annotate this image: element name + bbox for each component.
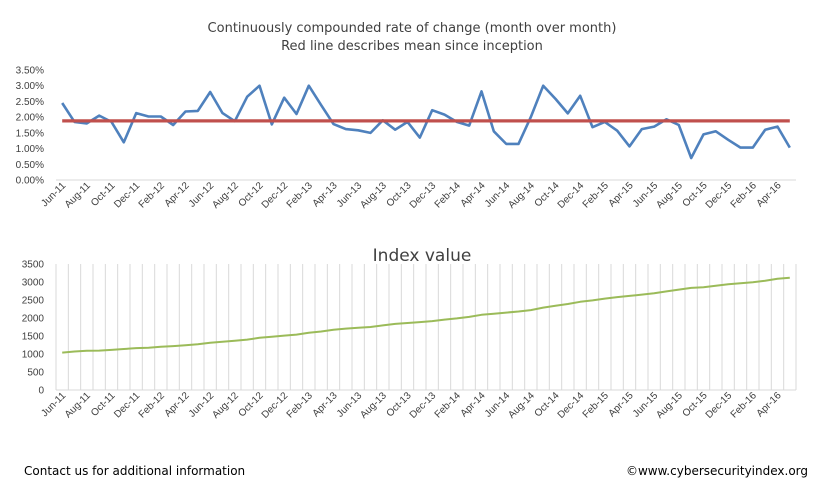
x-tick-label: Apr-13 (311, 180, 340, 209)
x-tick-label: Apr-15 (607, 180, 636, 209)
rate-chart-x-axis: Jun-11Aug-11Oct-11Dec-11Feb-12Apr-12Jun-… (39, 180, 784, 211)
x-tick-label: Feb-13 (285, 390, 315, 420)
y-tick-label: 2.50% (16, 97, 44, 108)
y-tick-label: 0 (38, 386, 44, 397)
x-tick-label: Feb-15 (581, 180, 611, 210)
y-tick-label: 2.00% (16, 113, 44, 124)
x-tick-label: Aug-11 (63, 390, 93, 420)
contact-note: Contact us for additional information (24, 464, 246, 478)
y-tick-label: 0.00% (16, 176, 44, 187)
y-tick-label: 1500 (22, 332, 45, 343)
x-tick-label: Dec-13 (408, 390, 439, 421)
x-tick-label: Feb-12 (137, 180, 167, 210)
index-chart: Index value 0 500 1000 1500 2000 2500 3000 3500… (22, 246, 797, 421)
rate-chart-series (61, 84, 791, 160)
x-tick-label: Aug-13 (358, 180, 389, 211)
x-tick-label: Apr-13 (311, 390, 340, 419)
x-tick-label: Feb-14 (433, 180, 463, 210)
y-tick-label: 0.50% (16, 160, 44, 171)
series-line-1 (62, 276, 790, 354)
x-tick-label: Apr-15 (607, 390, 636, 419)
copyright-notice: ©www.cybersecurityindex.org (625, 464, 808, 478)
rate-chart-y-axis: 0.00% 0.50% 1.00% 1.50% 2.00% 2.50% 3.00% 3.50% (16, 66, 44, 187)
x-tick-label: Dec-15 (704, 180, 735, 211)
index-chart-title: Index value (373, 246, 472, 266)
x-tick-label: Dec-15 (704, 390, 735, 421)
x-tick-label: Dec-11 (112, 180, 142, 210)
x-tick-label: Feb-12 (137, 390, 167, 420)
x-tick-label: Aug-14 (506, 180, 537, 211)
x-tick-label: Dec-14 (556, 390, 587, 421)
x-tick-label: Aug-12 (210, 180, 241, 211)
x-tick-label: Apr-16 (755, 390, 784, 419)
x-tick-label: Feb-15 (581, 390, 611, 420)
y-tick-label: 2000 (22, 314, 45, 325)
x-tick-label: Dec-14 (556, 180, 587, 211)
y-tick-label: 2500 (22, 296, 45, 307)
index-chart-gridlines (55, 264, 797, 390)
x-tick-label: Aug-13 (358, 390, 389, 421)
y-tick-label: 1.00% (16, 144, 44, 155)
y-tick-label: 1.50% (16, 128, 44, 139)
x-tick-label: Apr-12 (163, 390, 192, 419)
x-tick-label: Aug-15 (654, 180, 685, 211)
x-tick-label: Aug-12 (210, 390, 241, 421)
x-tick-label: Aug-14 (506, 390, 537, 421)
rate-chart: Continuously compounded rate of change (… (16, 21, 796, 211)
y-tick-label: 1000 (22, 350, 45, 361)
index-chart-y-axis: 0 500 1000 1500 2000 2500 3000 3500 (22, 260, 45, 397)
rate-chart-subtitle: Red line describes mean since inception (281, 39, 543, 54)
y-tick-label: 3.00% (16, 81, 44, 92)
y-tick-label: 500 (27, 368, 44, 379)
index-chart-x-axis: Jun-11Aug-11Oct-11Dec-11Feb-12Apr-12Jun-… (39, 390, 784, 421)
x-tick-label: Dec-12 (260, 390, 291, 421)
x-tick-label: Apr-12 (163, 180, 192, 209)
x-tick-label: Feb-16 (729, 390, 759, 420)
x-tick-label: Dec-11 (112, 390, 142, 420)
x-tick-label: Apr-14 (459, 180, 488, 209)
y-tick-label: 3000 (22, 278, 45, 289)
y-tick-label: 3500 (22, 260, 45, 271)
x-tick-label: Dec-12 (260, 180, 291, 211)
x-tick-label: Aug-11 (63, 180, 93, 210)
index-chart-series (62, 276, 790, 354)
x-tick-label: Dec-13 (408, 180, 439, 211)
x-tick-label: Apr-16 (755, 180, 784, 209)
x-tick-label: Feb-13 (285, 180, 315, 210)
y-tick-label: 3.50% (16, 66, 44, 77)
x-tick-label: Apr-14 (459, 390, 488, 419)
x-tick-label: Feb-16 (729, 180, 759, 210)
x-tick-label: Feb-14 (433, 390, 463, 420)
rate-chart-title: Continuously compounded rate of change (… (208, 21, 617, 36)
x-tick-label: Aug-15 (654, 390, 685, 421)
